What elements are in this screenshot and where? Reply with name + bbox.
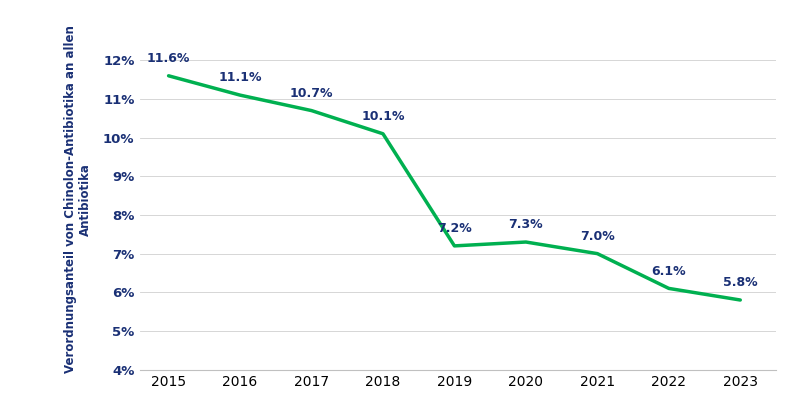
Text: 11.6%: 11.6% (147, 52, 190, 65)
Text: 10.1%: 10.1% (362, 110, 405, 123)
Text: 11.1%: 11.1% (218, 71, 262, 84)
Text: 6.1%: 6.1% (651, 265, 686, 278)
Text: 10.7%: 10.7% (290, 87, 334, 100)
Text: 7.2%: 7.2% (437, 222, 472, 235)
Text: 7.0%: 7.0% (580, 230, 614, 243)
Text: 5.8%: 5.8% (723, 276, 758, 289)
Text: 7.3%: 7.3% (509, 218, 543, 231)
Y-axis label: Verordnungsanteil von Chinolon-Antibiotika an allen
Antibiotika: Verordnungsanteil von Chinolon-Antibioti… (64, 26, 92, 373)
